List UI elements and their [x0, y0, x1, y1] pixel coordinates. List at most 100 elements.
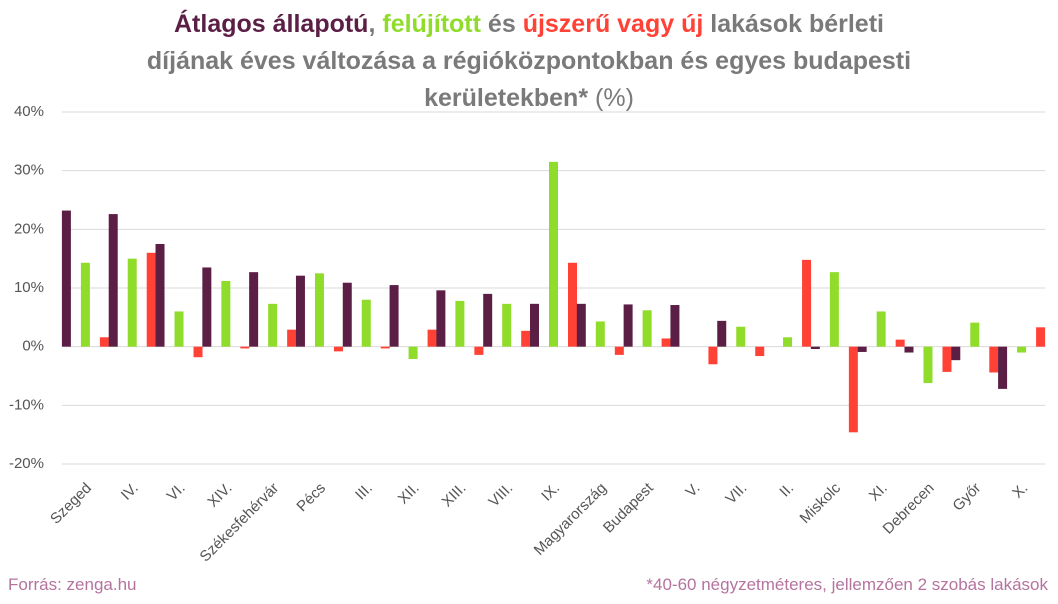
title-text: kerületekben* [424, 84, 589, 112]
bar [661, 338, 671, 347]
x-tick-label: XIII. [439, 480, 470, 511]
y-tick-label: 40% [14, 103, 44, 120]
title-text: , [368, 10, 376, 38]
bar [240, 346, 250, 349]
x-tick-label: XII. [395, 480, 423, 508]
bar [268, 303, 278, 347]
x-tick-label: Szeged [47, 480, 95, 528]
x-tick-label: IX. [538, 480, 563, 505]
bar [810, 346, 820, 350]
bar [549, 161, 558, 347]
bar [998, 346, 1008, 389]
bar [1036, 327, 1046, 347]
bar [99, 337, 109, 347]
bar [642, 310, 652, 347]
bar [408, 346, 418, 359]
bar [61, 210, 71, 347]
y-tick-label: 20% [14, 220, 44, 237]
bar [155, 244, 165, 347]
bar [904, 346, 914, 353]
bar [942, 346, 952, 372]
bar [474, 346, 484, 355]
y-tick-label: -10% [9, 396, 44, 413]
bar [455, 300, 465, 347]
bar [595, 321, 605, 347]
x-tick-label: IV. [118, 480, 142, 504]
x-tick-label: III. [352, 480, 376, 504]
bar [108, 214, 118, 347]
bar [614, 346, 624, 355]
bar [970, 322, 980, 347]
bar [670, 305, 680, 347]
bar [202, 267, 212, 347]
x-tick-label: V. [682, 480, 703, 501]
title-series: Átlagos állapotú [174, 10, 369, 38]
x-tick-label: Győr [949, 480, 984, 515]
x-tick-label: II. [776, 480, 797, 501]
y-tick-label: 0% [22, 338, 44, 355]
bar [249, 272, 259, 347]
bar [1017, 346, 1027, 353]
bar [436, 290, 446, 347]
bar [857, 346, 867, 352]
x-tick-label: XIV. [204, 480, 235, 511]
bar [989, 346, 999, 373]
bar [923, 346, 933, 384]
x-tick-label: Debrecen [880, 480, 938, 538]
x-tick-label: X. [1009, 480, 1031, 502]
x-tick-label: Miskolc [797, 479, 845, 527]
bar [380, 346, 390, 349]
title-text: és [487, 10, 516, 38]
bar [427, 329, 437, 347]
x-tick-label: VIII. [485, 480, 516, 511]
bar [623, 304, 633, 347]
bar [576, 303, 586, 347]
x-tick-label: VI. [164, 480, 189, 505]
bar [829, 272, 839, 347]
title-text: lakások bérleti [710, 10, 884, 38]
chart-title: Átlagos állapotú, felújított és újszerű … [0, 6, 1058, 117]
source: Forrás: zenga.hu [8, 575, 137, 594]
bar [295, 275, 305, 347]
y-tick-label: -20% [9, 455, 44, 472]
note: *40-60 négyzetméteres, jellemzően 2 szob… [646, 575, 1048, 594]
bar [389, 285, 399, 347]
bar [521, 330, 531, 347]
bar [708, 346, 718, 365]
bar [530, 303, 539, 347]
bar [568, 262, 577, 347]
bar [483, 293, 493, 347]
x-tick-label: XI. [866, 480, 891, 505]
title-text: (%) [595, 84, 634, 112]
x-tick-label: Budapest [600, 479, 657, 536]
bar [848, 346, 858, 433]
bar [895, 339, 905, 347]
bar [314, 273, 324, 347]
bar [361, 299, 371, 347]
bar [80, 262, 90, 347]
bar [193, 346, 203, 358]
title-series: felújított [382, 10, 481, 38]
bar [333, 346, 343, 352]
bar [342, 282, 352, 347]
bar [802, 259, 812, 347]
bar [221, 280, 231, 347]
y-tick-label: 10% [14, 279, 44, 296]
bar [287, 329, 297, 347]
bar [783, 337, 793, 347]
x-tick-label: Pécs [293, 480, 329, 516]
title-series: újszerű vagy új [522, 10, 704, 38]
title-text: díjának éves változása a régióközpontokb… [146, 47, 912, 75]
bar [502, 303, 512, 347]
bar [717, 320, 727, 347]
bar [146, 252, 156, 347]
y-tick-label: 30% [14, 162, 44, 179]
x-tick-label: VII. [722, 480, 750, 508]
bar [876, 311, 886, 347]
bar [755, 346, 765, 357]
bar [127, 258, 137, 347]
bar [174, 311, 184, 347]
bar [736, 326, 746, 347]
